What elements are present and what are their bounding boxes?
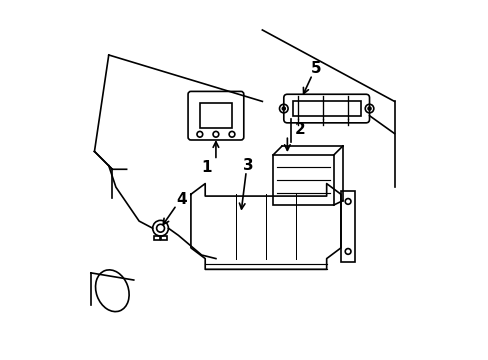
Bar (200, 103, 231, 128)
Circle shape (282, 107, 285, 110)
Text: 4: 4 (176, 192, 187, 207)
Bar (161, 236, 166, 240)
Text: 2: 2 (294, 122, 305, 138)
Bar (340, 191, 354, 262)
Text: 1: 1 (202, 160, 212, 175)
Bar (154, 236, 160, 240)
Text: 5: 5 (310, 61, 321, 76)
Text: 3: 3 (242, 158, 253, 173)
Circle shape (367, 107, 370, 110)
Bar (272, 155, 333, 205)
Bar (292, 102, 360, 116)
